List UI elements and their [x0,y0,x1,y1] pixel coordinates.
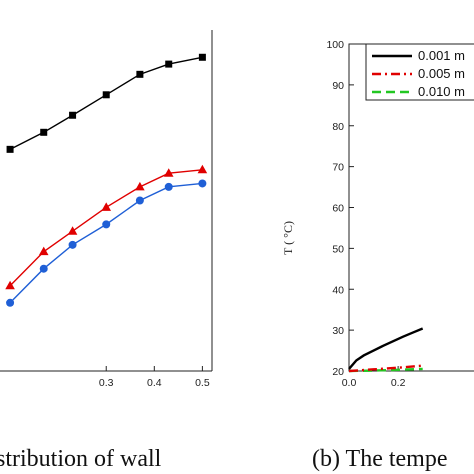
panel-a-series-2-marker [164,182,173,191]
panel-a-x-ticks: 0.3 0.4 0.5 [99,366,210,389]
panel-a-series-0-marker [102,91,110,99]
panel-a-caption: stribution of wall [0,446,162,472]
panel-a-series-0-marker [40,128,48,136]
panel-b: 20 30 40 50 60 70 80 90 100 0.0 0.2 T ( °C) 0.001… [281,39,474,472]
panel-b-y-tick-label: 30 [332,325,344,337]
panel-b-caption: (b) The tempe [312,446,448,472]
panel-b-y-tick-label: 70 [332,162,344,174]
panel-b-x-ticks: 0.0 0.2 [342,366,406,389]
panel-a-series-1-marker [5,280,15,290]
panel-b-y-tick-label: 20 [332,366,344,378]
panel-b-y-ticks: 20 30 40 50 60 70 80 90 100 [326,39,354,378]
panel-a-x-tick-label: 0.3 [99,377,114,389]
legend-box [365,43,474,101]
panel-a-series-0-marker [6,145,14,153]
panel-b-y-tick-label: 80 [332,121,344,133]
panel-a-series-2-marker [198,179,207,188]
panel-a-series-2-marker [135,196,144,205]
panel-a-series-2-marker [6,298,15,307]
panel-a-series-1-marker [101,202,112,211]
panel-a-series-1-marker [135,181,145,191]
panel-b-series-1-line [348,364,423,373]
panel-b-series [348,327,424,373]
panel-b-y-tick-label: 100 [326,39,344,51]
legend-label-0: 0.001 m [418,48,465,63]
panel-a-x-tick-label: 0.5 [195,377,210,389]
panel-b-x-tick-label: 0.0 [342,377,357,389]
panel-a-series-1-marker [38,246,49,256]
panel-a-series-0-marker [69,111,77,119]
panel-a-series-1-marker [197,164,208,174]
panel-b-y-tick-label: 40 [332,284,344,296]
panel-b-legend: 0.001 m 0.005 m 0.010 m [365,43,474,101]
panel-a: 0.3 0.4 0.5 stribution of wall [0,30,213,472]
panel-a-series-0-marker [165,60,173,68]
panel-b-x-tick-label: 0.2 [391,377,406,389]
panel-a-series-2-marker [68,240,77,249]
panel-a-series-0-line [9,56,203,150]
legend-label-1: 0.005 m [418,66,465,81]
panel-a-series-0-marker [136,70,144,78]
panel-a-series-2-marker [102,220,111,229]
panel-a-series-1-marker [67,226,78,235]
panel-b-y-tick-label: 90 [332,80,344,92]
panel-b-y-tick-label: 60 [332,203,344,215]
panel-a-series-2-marker [39,264,48,273]
panel-a-x-tick-label: 0.4 [147,377,162,389]
panel-a-series-2-line [9,182,203,304]
panel-a-series [5,53,208,307]
panel-b-series-2-line [348,367,423,373]
panel-b-series-0-line [348,327,424,370]
panel-b-y-tick-label: 50 [332,243,344,255]
panel-b-y-axis-label: T ( °C) [281,221,295,255]
legend-label-2: 0.010 m [418,84,465,99]
panel-a-series-0-marker [198,53,206,61]
panel-a-series-1-marker [163,168,174,177]
